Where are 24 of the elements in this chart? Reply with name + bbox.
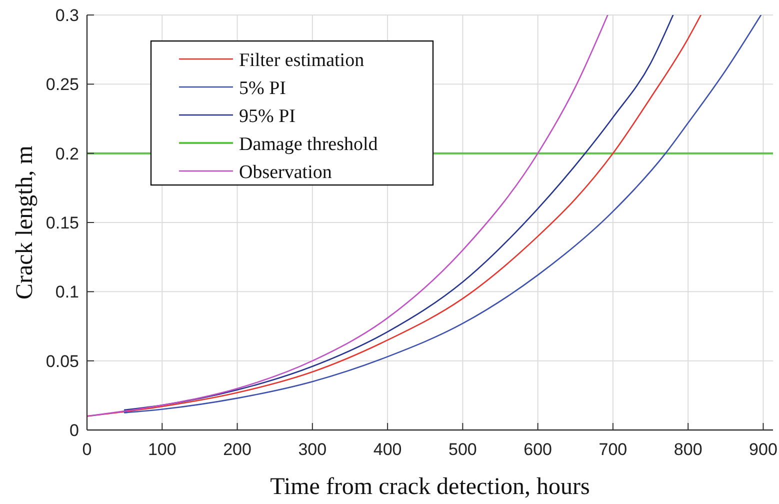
y-axis-title: Crack length, m	[12, 145, 38, 300]
x-tick-label: 800	[674, 440, 702, 459]
legend-label: 95% PI	[239, 106, 296, 127]
y-tick-label: 0.1	[55, 282, 79, 302]
legend-label: Observation	[239, 162, 332, 183]
x-tick-label: 700	[598, 440, 628, 459]
legend-label: 5% PI	[239, 78, 286, 99]
y-tick-label: 0.05	[46, 352, 79, 371]
y-tick-label: 0.2	[55, 144, 79, 164]
y-tick-label: 0.25	[46, 75, 79, 94]
y-tick-label: 0	[70, 421, 79, 440]
x-tick-label: 600	[524, 440, 552, 459]
x-tick-label: 900	[749, 440, 778, 459]
x-tick-label: 400	[373, 440, 402, 459]
x-tick-label: 200	[223, 440, 252, 459]
ref-line-label: Damage threshold	[239, 134, 378, 155]
y-tick-label: 0.3	[55, 6, 79, 25]
x-axis-title: Time from crack detection, hours	[270, 474, 590, 500]
x-tick-label: 500	[448, 440, 477, 459]
y-tick-label: 0.15	[46, 214, 79, 232]
x-tick-label: 300	[298, 440, 327, 459]
legend-label: Filter estimation	[239, 50, 365, 71]
x-tick-label: 100	[148, 440, 176, 459]
x-tick-label: 0	[82, 440, 92, 459]
